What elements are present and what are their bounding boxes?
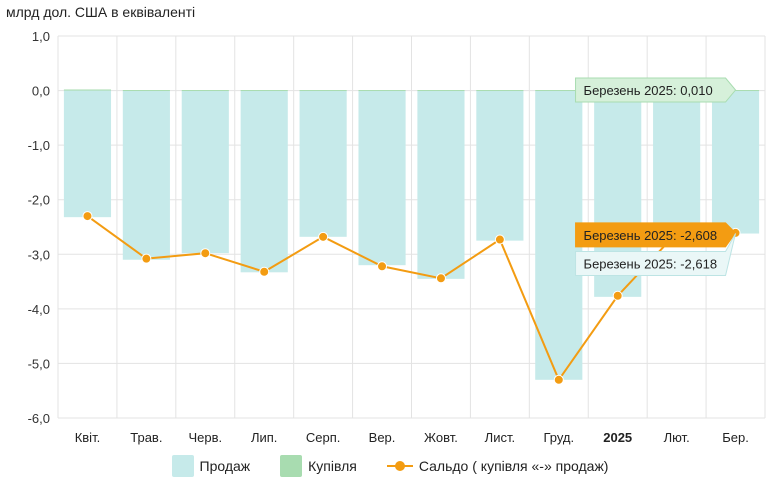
tooltip-box — [575, 233, 737, 276]
bar-sales — [417, 90, 465, 279]
x-tick-label: Лист. — [485, 430, 515, 445]
x-tick-label: Серп. — [306, 430, 341, 445]
bar-sales — [299, 90, 347, 237]
x-tick-label: Квіт. — [75, 430, 101, 445]
legend-item-purchase[interactable]: Купівля — [280, 455, 357, 477]
bar-purchase — [535, 90, 583, 92]
balance-point — [494, 234, 505, 245]
x-tick-label: Трав. — [130, 430, 162, 445]
y-tick-label: -6,0 — [28, 411, 50, 426]
balance-line — [86, 215, 736, 382]
bar-purchase — [476, 90, 524, 92]
bar-purchase — [122, 90, 170, 92]
balance-point — [318, 231, 329, 242]
x-tick-label: Бер. — [722, 430, 749, 445]
y-tick-label: -5,0 — [28, 356, 50, 371]
tooltip-text: Березень 2025: -2,618 — [584, 256, 718, 271]
x-tick-label: Вер. — [369, 430, 396, 445]
x-tick-label: Лют. — [664, 430, 690, 445]
bar-purchase — [240, 90, 288, 92]
bar-sales — [535, 90, 583, 380]
legend-label-sales: Продаж — [199, 458, 251, 474]
bar-sales — [240, 90, 288, 273]
unit-label: млрд дол. США в еквіваленті — [6, 4, 196, 20]
balance-point — [82, 211, 93, 222]
bar-sales — [711, 90, 760, 234]
x-tick-label: Лип. — [251, 430, 277, 445]
legend-label-balance: Сальдо ( купівля «-» продаж) — [418, 458, 609, 474]
x-tick-label: Черв. — [188, 430, 222, 445]
y-tick-label: 1,0 — [32, 29, 50, 44]
bar-sales — [181, 90, 229, 254]
legend-label-purchase: Купівля — [308, 458, 357, 474]
bar-purchase — [299, 90, 347, 92]
balance-point — [435, 273, 446, 284]
legend-item-sales[interactable]: Продаж — [171, 455, 251, 477]
bar-sales — [653, 90, 701, 234]
balance-point — [200, 248, 211, 259]
bar-purchase — [181, 90, 229, 92]
y-tick-label: -4,0 — [28, 302, 50, 317]
tooltip-box — [575, 222, 737, 248]
tooltip-text: Березень 2025: -2,608 — [584, 228, 718, 243]
balance-point — [612, 290, 623, 301]
bar-sales — [358, 90, 406, 266]
tooltip-box — [575, 77, 737, 103]
bar-sales — [476, 90, 524, 241]
x-tick-label: 2025 — [603, 430, 632, 445]
bar-sales — [122, 90, 170, 260]
balance-point — [259, 266, 270, 277]
x-tick-label: Жовт. — [424, 430, 458, 445]
bar-purchase — [63, 89, 112, 91]
y-tick-label: -1,0 — [28, 138, 50, 153]
y-tick-label: -3,0 — [28, 247, 50, 262]
bar-sales — [63, 90, 112, 218]
legend-swatch-balance — [386, 460, 413, 472]
bar-purchase — [417, 90, 465, 92]
y-tick-label: -2,0 — [28, 193, 50, 208]
legend-swatch-sales — [171, 455, 194, 477]
legend-item-balance[interactable]: Сальдо ( купівля «-» продаж) — [386, 455, 609, 477]
legend-swatch-purchase — [280, 455, 303, 477]
x-tick-label: Груд. — [543, 430, 574, 445]
balance-point — [377, 261, 388, 272]
y-tick-label: 0,0 — [32, 84, 50, 99]
chart-legend: Продаж Купівля Сальдо ( купівля «-» прод… — [0, 455, 780, 477]
balance-point — [553, 374, 564, 385]
bar-purchase — [358, 90, 406, 92]
balance-point — [141, 253, 152, 264]
tooltip-text: Березень 2025: 0,010 — [584, 83, 713, 98]
